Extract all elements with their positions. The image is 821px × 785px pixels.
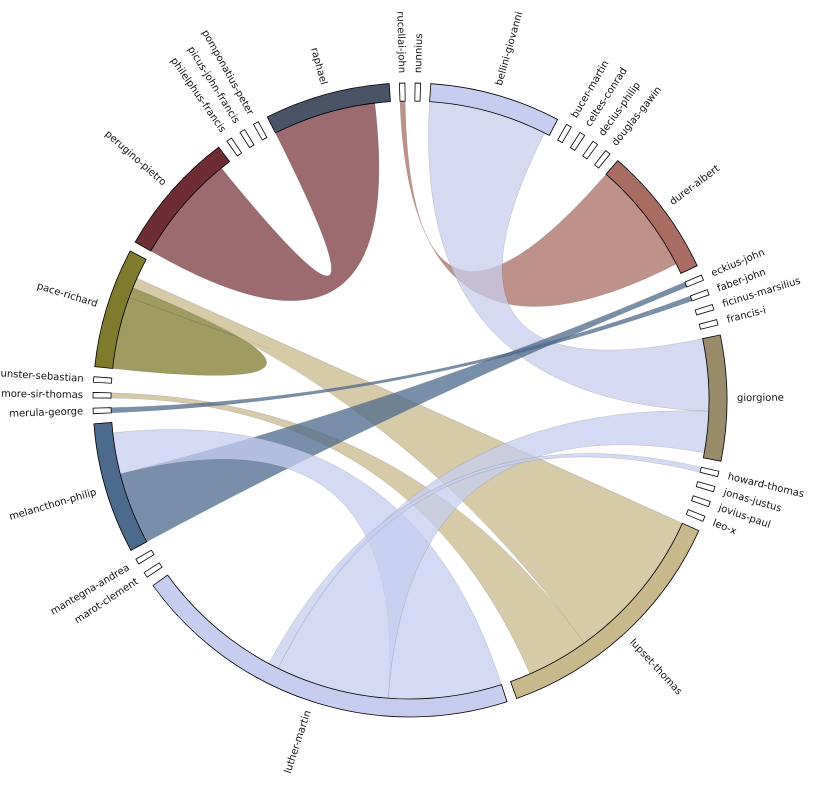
group-arc: [92, 392, 112, 399]
group-arc: [689, 289, 710, 302]
group-label: lupset-thomas: [627, 637, 684, 697]
group-arc: [691, 495, 711, 508]
group-arc: [557, 123, 572, 144]
group-arc: [152, 574, 508, 718]
group-arc: [569, 131, 586, 152]
group-arc: [92, 407, 112, 415]
group-label: merula-george: [9, 406, 83, 420]
group-arc: [134, 146, 231, 252]
group-label: melancthon-philip: [8, 487, 98, 523]
group-arc: [414, 82, 422, 102]
group-arc: [698, 319, 719, 330]
group-arc: [94, 250, 147, 369]
group-arc: [582, 140, 599, 160]
group-label: luther-martin: [283, 709, 314, 775]
group-arc: [702, 334, 728, 462]
group-arc: [593, 150, 611, 169]
group-arc: [685, 509, 706, 522]
group-label: more-sir-thomas: [1, 389, 83, 401]
group-label: leo-x: [711, 518, 738, 538]
group-label: francis-i: [726, 305, 767, 325]
group-label: perugino-pietro: [103, 129, 168, 189]
group-arc: [510, 522, 700, 700]
group-arc: [226, 137, 243, 157]
group-arc: [684, 274, 705, 288]
group-arc: [398, 82, 406, 102]
group-arc: [135, 549, 155, 565]
group-arc: [252, 121, 268, 141]
group-arc: [694, 304, 715, 316]
group-arc: [266, 83, 391, 134]
chords: [110, 100, 710, 700]
group-arc: [695, 481, 716, 493]
group-label: rucellai-john: [394, 11, 407, 73]
group-label: munster-sebastian: [0, 368, 84, 385]
group-arc: [239, 128, 255, 149]
group-arc: [143, 562, 163, 578]
group-label: raphael: [308, 47, 329, 87]
group-arc: [429, 83, 559, 136]
group-label: durer-albert: [668, 163, 722, 208]
group-label: pace-richard: [35, 281, 98, 310]
group-label: giorgione: [737, 393, 784, 404]
group-arc: [605, 160, 698, 274]
group-label: nunnius: [413, 33, 425, 73]
group-label: bellini-giovanni: [494, 10, 525, 86]
group-arc: [93, 422, 148, 551]
group-arc: [93, 376, 113, 384]
group-arc: [699, 466, 720, 478]
